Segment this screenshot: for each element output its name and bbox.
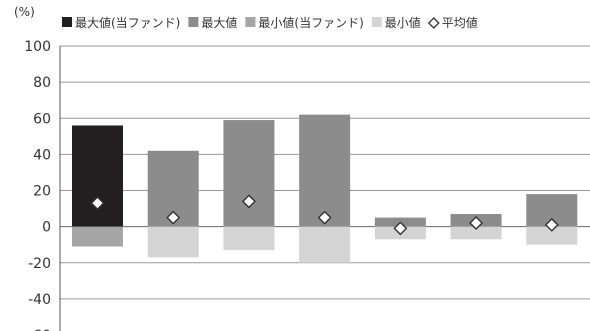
y-tick-label: 0 — [42, 220, 51, 236]
bar — [299, 226, 351, 263]
bar — [72, 226, 123, 247]
y-tick-label: 60 — [33, 111, 51, 127]
bar — [450, 226, 502, 240]
bar — [299, 114, 351, 227]
legend-label: 最小値(当ファンド) — [258, 15, 363, 30]
y-tick-label: 80 — [33, 75, 51, 91]
average-marker — [544, 217, 559, 232]
legend-swatch-diamond — [427, 17, 440, 29]
y-tick-label: -60 — [28, 328, 51, 331]
legend-swatch — [371, 17, 382, 27]
legend-label: 最小値 — [385, 15, 421, 30]
average-marker — [90, 196, 105, 211]
legend-label: 平均値 — [442, 15, 478, 30]
legend: 最大値(当ファンド) 最大値 最小値(当ファンド) 最小値 平均値 — [62, 15, 478, 30]
y-tick-label: -40 — [28, 292, 51, 308]
average-marker — [317, 210, 332, 225]
average-markers — [90, 194, 559, 236]
bar — [526, 226, 578, 245]
y-tick-label: 40 — [33, 147, 51, 163]
y-tick-label: -20 — [28, 256, 51, 272]
bar — [147, 226, 199, 258]
y-tick-label: 100 — [24, 39, 51, 55]
average-marker — [469, 216, 484, 231]
legend-label: 最大値 — [201, 15, 237, 30]
average-marker — [393, 221, 408, 236]
bar — [223, 226, 275, 251]
average-marker — [241, 194, 256, 209]
y-unit-label: (%) — [14, 5, 35, 19]
legend-swatch — [62, 17, 72, 27]
legend-swatch — [245, 17, 256, 27]
y-axis-ticks: 100 80 60 40 20 0 -20 -40 -60 — [24, 39, 51, 331]
legend-label: 最大値(当ファンド) — [75, 15, 180, 30]
bar — [72, 125, 123, 227]
average-marker — [166, 210, 181, 225]
y-tick-label: 20 — [33, 184, 51, 200]
legend-swatch — [188, 17, 199, 27]
bar — [223, 120, 275, 227]
bars — [72, 114, 578, 263]
